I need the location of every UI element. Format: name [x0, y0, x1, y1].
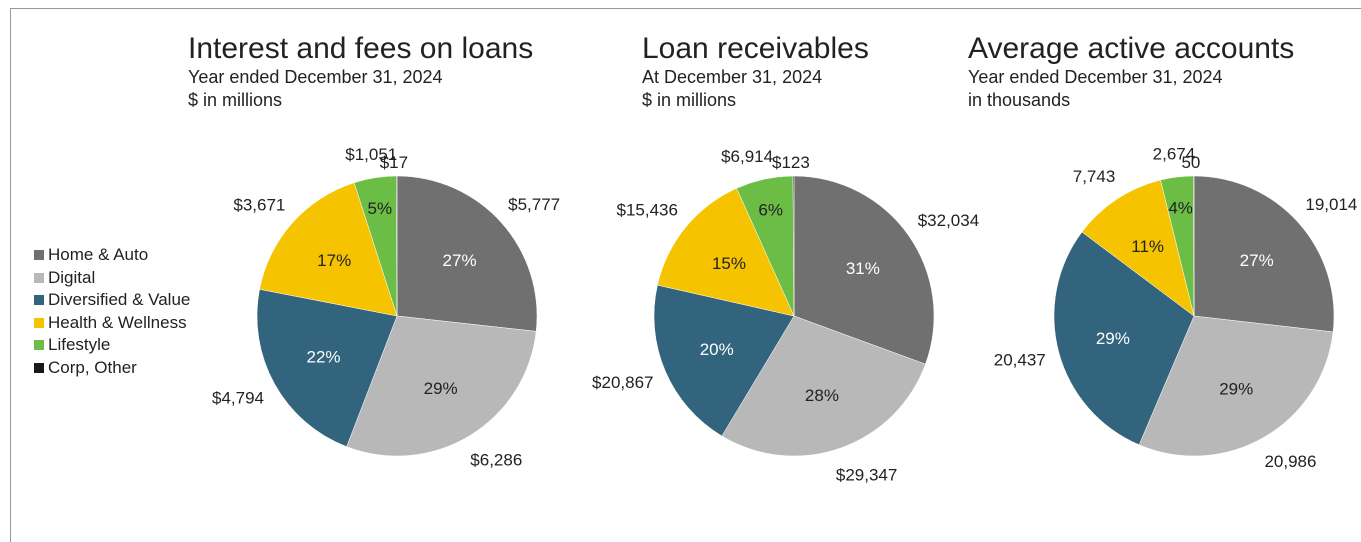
pie-value-label: $3,671	[233, 195, 285, 214]
pie-percent-label: 6%	[758, 200, 783, 219]
pie-value-label: $15,436	[616, 201, 677, 220]
pie-percent-label: 27%	[1240, 251, 1274, 270]
pie-value-label: 20,986	[1264, 452, 1316, 471]
pie-percent-label: 27%	[443, 251, 477, 270]
pie-value-label: $17	[380, 153, 408, 172]
pie-percent-label: 17%	[317, 251, 351, 270]
pie-chart-3: 27%19,01429%20,98629%20,43711%7,7434%2,6…	[994, 144, 1358, 471]
pie-value-label: 19,014	[1305, 195, 1357, 214]
pie-value-label: $5,777	[508, 195, 560, 214]
pie-value-label: $20,867	[592, 373, 653, 392]
pie-percent-label: 4%	[1168, 199, 1193, 218]
pie-value-label: $123	[772, 153, 810, 172]
pie-percent-label: 22%	[306, 348, 340, 367]
pie-chart-2: 31% $32,034 28% $29,347 20% $20,867 15% $15,436…	[592, 147, 979, 484]
pie-percent-label: 11%	[1131, 237, 1164, 256]
pie-value-label: 7,743	[1073, 167, 1116, 186]
pie-percent-label: 29%	[1096, 329, 1130, 348]
pie-value-label: $32,034	[918, 211, 979, 230]
pie-percent-label: 29%	[1219, 380, 1253, 399]
pie-percent-label: 5%	[368, 199, 393, 218]
pie-value-label: $29,347	[836, 465, 897, 484]
pie-percent-label: 31%	[846, 259, 880, 278]
pie-chart-1: 27% $5,777 29% $6,286 22% $4,794 17% $3,671 5% $1…	[212, 145, 560, 469]
pie-value-label: 20,437	[994, 351, 1046, 370]
pie-value-label: 50	[1181, 153, 1200, 172]
pie-value-label: $6,914	[721, 147, 773, 166]
pie-value-label: $6,286	[470, 451, 522, 470]
pie-value-label: $4,794	[212, 388, 264, 407]
pie-percent-label: 28%	[805, 386, 839, 405]
pie-percent-label: 29%	[424, 379, 458, 398]
pie-percent-label: 15%	[712, 254, 746, 273]
pie-percent-label: 20%	[700, 340, 734, 359]
